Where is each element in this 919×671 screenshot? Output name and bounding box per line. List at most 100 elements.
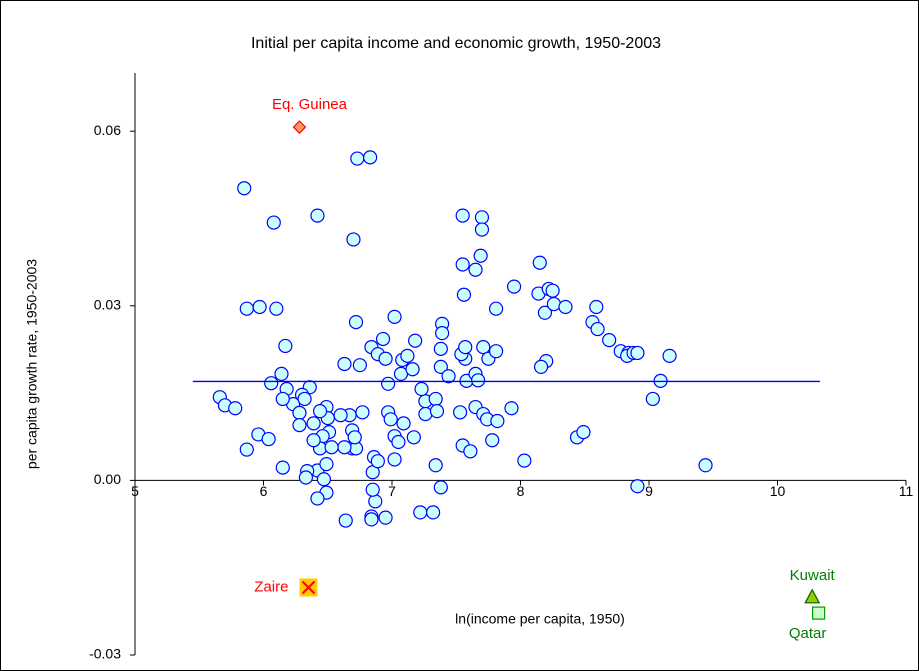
data-point bbox=[804, 588, 821, 604]
data-point bbox=[252, 299, 267, 315]
data-point bbox=[319, 457, 334, 472]
data-point bbox=[363, 150, 378, 165]
data-point bbox=[441, 369, 456, 384]
data-point bbox=[264, 376, 279, 391]
data-point bbox=[381, 376, 396, 391]
data-point bbox=[589, 299, 604, 315]
data-point bbox=[418, 406, 433, 422]
x-tick-label: 5 bbox=[131, 483, 139, 499]
data-point bbox=[306, 416, 321, 431]
data-point bbox=[453, 405, 468, 420]
data-point bbox=[266, 215, 281, 230]
data-point bbox=[506, 279, 522, 294]
data-point bbox=[346, 232, 361, 247]
data-point bbox=[347, 430, 362, 445]
data-point bbox=[278, 338, 293, 354]
data-point bbox=[533, 359, 549, 375]
data-point bbox=[406, 430, 421, 445]
data-point bbox=[237, 181, 252, 196]
data-point bbox=[470, 373, 486, 388]
point-label: Qatar bbox=[789, 625, 827, 642]
data-point bbox=[352, 358, 367, 373]
data-point bbox=[458, 340, 473, 355]
x-tick-label: 9 bbox=[645, 483, 653, 499]
data-point bbox=[546, 296, 562, 312]
data-point bbox=[504, 401, 519, 416]
data-point bbox=[365, 482, 380, 497]
data-point bbox=[426, 505, 441, 520]
data-point bbox=[275, 391, 290, 407]
data-point bbox=[428, 391, 443, 407]
data-point bbox=[532, 255, 547, 270]
data-point bbox=[455, 257, 470, 272]
data-point bbox=[298, 470, 314, 485]
data-point bbox=[488, 344, 504, 359]
data-point bbox=[292, 120, 307, 134]
data-point bbox=[387, 309, 402, 324]
data-point bbox=[292, 405, 307, 420]
data-point bbox=[517, 453, 532, 468]
data-point bbox=[228, 401, 243, 416]
marker-cross bbox=[301, 580, 316, 595]
data-point bbox=[310, 491, 325, 506]
y-axis-label: per capita growth rate, 1950-2003 bbox=[24, 259, 40, 469]
data-point bbox=[490, 413, 505, 429]
data-point bbox=[537, 305, 553, 320]
data-point bbox=[355, 405, 370, 420]
data-point bbox=[812, 606, 826, 620]
data-point bbox=[455, 208, 470, 223]
data-point bbox=[662, 348, 677, 363]
data-point bbox=[364, 512, 379, 527]
data-point bbox=[338, 513, 353, 528]
data-point bbox=[297, 391, 312, 407]
data-point bbox=[312, 404, 328, 419]
data-point bbox=[299, 578, 318, 597]
data-point bbox=[428, 458, 443, 473]
chart-title: Initial per capita income and economic g… bbox=[251, 35, 661, 52]
data-point bbox=[429, 404, 445, 419]
data-point bbox=[337, 356, 352, 372]
data-point bbox=[414, 381, 429, 397]
data-point bbox=[391, 434, 406, 450]
data-point bbox=[488, 301, 504, 316]
data-point bbox=[602, 333, 617, 348]
y-tick-label: 0.03 bbox=[94, 297, 121, 313]
data-point bbox=[645, 391, 660, 407]
y-tick-label: -0.03 bbox=[89, 646, 121, 662]
data-point bbox=[474, 222, 490, 237]
x-tick-label: 11 bbox=[899, 483, 914, 499]
data-point bbox=[433, 341, 448, 356]
data-point bbox=[350, 151, 365, 166]
x-axis-label: ln(income per capita, 1950) bbox=[455, 611, 625, 627]
data-point bbox=[413, 505, 428, 520]
data-point bbox=[275, 460, 290, 475]
data-point bbox=[558, 299, 573, 315]
data-point bbox=[698, 458, 713, 473]
data-point bbox=[387, 452, 402, 467]
data-point bbox=[433, 480, 448, 495]
data-point bbox=[590, 321, 605, 337]
data-point bbox=[456, 287, 472, 302]
data-point bbox=[400, 348, 415, 363]
y-tick-label: 0.06 bbox=[94, 122, 121, 138]
data-point bbox=[239, 301, 254, 316]
plot-area: -0.03 0.00 0.03 0.06 5 6 7 8 9 10 11 Eq. Guinea Zair… bbox=[89, 73, 913, 662]
data-point bbox=[473, 248, 488, 263]
data-point bbox=[435, 326, 450, 341]
data-point bbox=[630, 345, 645, 361]
data-point bbox=[370, 454, 385, 469]
data-point bbox=[324, 440, 339, 455]
data-point bbox=[292, 418, 307, 433]
data-point bbox=[239, 442, 254, 457]
x-tick-label: 7 bbox=[388, 483, 396, 499]
data-point bbox=[375, 331, 391, 347]
y-tick-label: 0.00 bbox=[94, 471, 121, 487]
data-point bbox=[310, 208, 325, 223]
data-point bbox=[378, 351, 393, 366]
data-point bbox=[463, 444, 478, 459]
data-point bbox=[576, 424, 591, 440]
data-point bbox=[396, 416, 411, 431]
